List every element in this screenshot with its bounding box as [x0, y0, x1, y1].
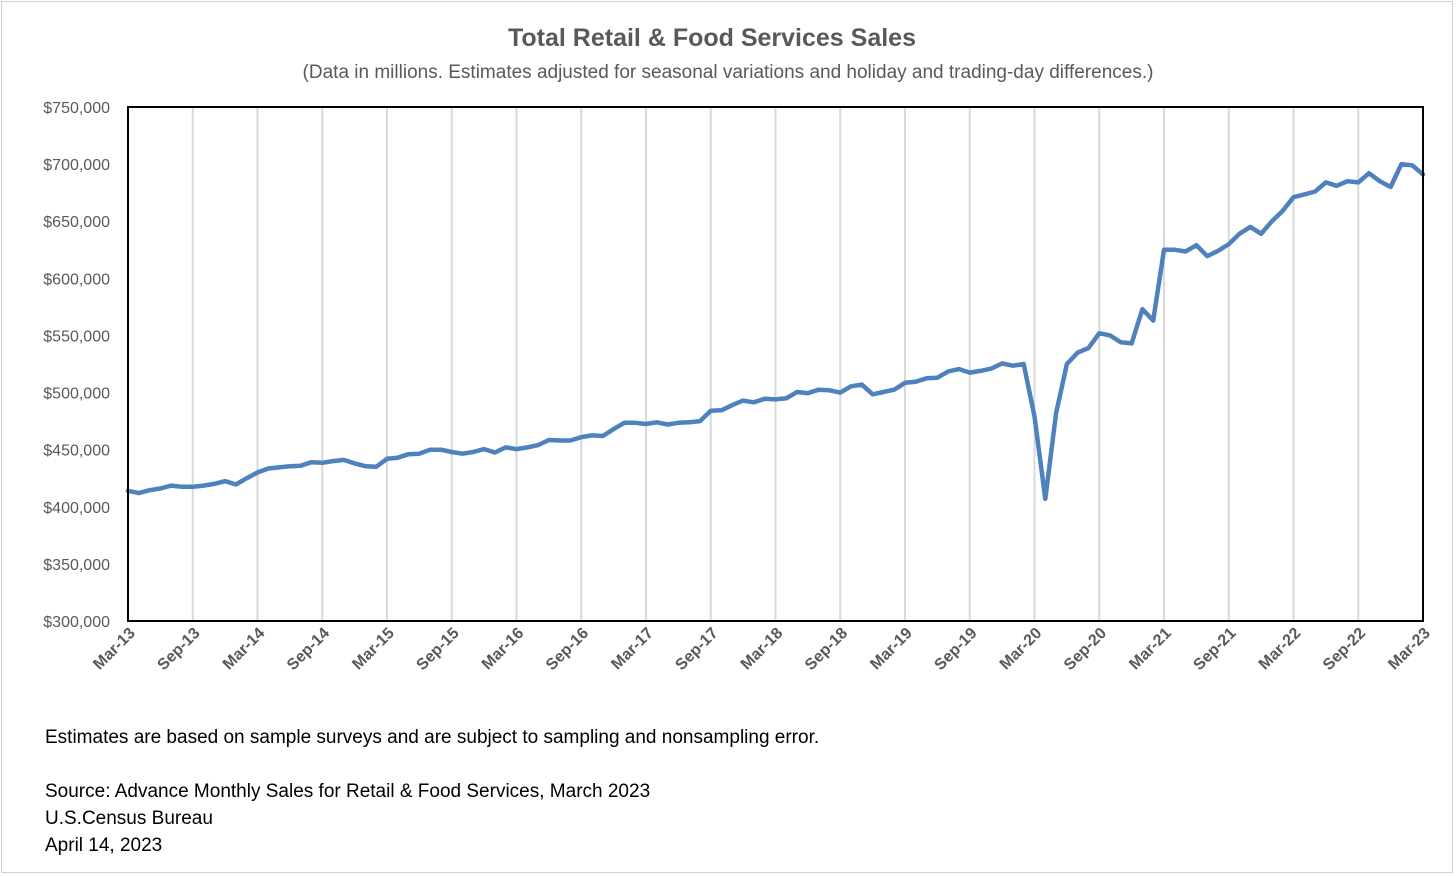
x-tick-label: Sep-13: [154, 625, 203, 674]
x-tick-label: Mar-19: [867, 625, 916, 674]
y-axis-ticks: $300,000 $350,000 $400,000 $450,000 $500,000…: [43, 100, 110, 631]
x-tick-label: Mar-17: [608, 625, 657, 674]
y-tick-label: $550,000: [43, 328, 110, 345]
x-tick-label: Mar-22: [1256, 625, 1305, 674]
y-tick-label: $600,000: [43, 271, 110, 288]
y-tick-label: $300,000: [43, 614, 110, 631]
y-tick-label: $350,000: [43, 557, 110, 574]
x-axis-ticks: Mar-13 Sep-13 Mar-14 Sep-14 Mar-15 Sep-15 Mar-…: [90, 625, 1434, 674]
y-tick-label: $500,000: [43, 386, 110, 403]
x-tick-label: Mar-15: [349, 625, 398, 674]
x-tick-label: Mar-23: [1385, 625, 1434, 674]
x-tick-label: Sep-18: [802, 625, 851, 674]
x-tick-label: Mar-13: [90, 625, 139, 674]
x-tick-label: Mar-18: [738, 625, 787, 674]
x-tick-label: Sep-20: [1061, 625, 1110, 674]
disclaimer-text: Estimates are based on sample surveys an…: [45, 727, 820, 748]
x-tick-label: Sep-19: [931, 625, 980, 674]
gridlines: [191, 107, 1360, 621]
chart-notes: Estimates are based on sample surveys an…: [45, 724, 819, 859]
y-tick-label: $450,000: [43, 443, 110, 460]
release-date-text: April 14, 2023: [45, 835, 163, 856]
agency-text: U.S.Census Bureau: [45, 808, 213, 829]
x-tick-label: Mar-21: [1126, 625, 1175, 674]
y-tick-label: $700,000: [43, 157, 110, 174]
x-tick-label: Sep-21: [1190, 625, 1239, 674]
x-tick-label: Mar-14: [220, 625, 269, 674]
chart-subtitle: (Data in millions. Estimates adjusted fo…: [302, 62, 1154, 83]
y-tick-label: $650,000: [43, 214, 110, 231]
x-tick-label: Sep-14: [284, 625, 333, 674]
y-tick-label: $750,000: [43, 100, 110, 117]
x-tick-label: Sep-22: [1320, 625, 1369, 674]
x-tick-label: Mar-20: [997, 625, 1046, 674]
y-tick-label: $400,000: [43, 500, 110, 517]
sales-series-line: [125, 161, 1426, 502]
series-layer: [125, 161, 1426, 502]
x-tick-label: Sep-15: [413, 625, 462, 674]
x-tick-label: Sep-17: [672, 625, 721, 674]
source-text: Source: Advance Monthly Sales for Retail…: [45, 781, 651, 802]
chart-title: Total Retail & Food Services Sales: [507, 24, 916, 52]
plot-area-border: [127, 106, 1424, 622]
x-tick-label: Mar-16: [479, 625, 528, 674]
x-tick-label: Sep-16: [543, 625, 592, 674]
